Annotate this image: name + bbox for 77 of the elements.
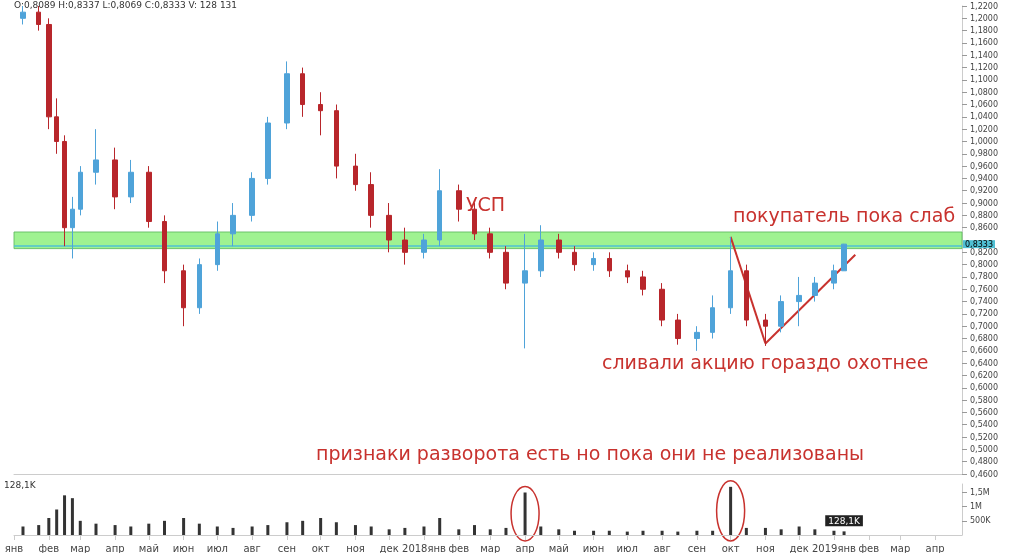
annotation: покупатель пока слаб xyxy=(733,203,956,226)
y-tick-label: 1,2000 xyxy=(970,13,998,23)
y-tick-label: 0,8000 xyxy=(970,260,998,270)
y-tick-label: 1,1800 xyxy=(970,26,998,36)
y-tick-label: 0,4800 xyxy=(970,457,998,467)
y-tick-label: 0,5800 xyxy=(970,395,998,405)
x-tick-label: фев xyxy=(858,542,880,553)
y-tick-label: 1,0800 xyxy=(970,87,998,97)
annotation: признаки разворота есть но пока они не реализованы xyxy=(316,441,865,464)
y-tick-label: 0,7400 xyxy=(970,297,998,307)
y-tick-label: 1,5M xyxy=(970,488,990,497)
y-tick-label: 1,1400 xyxy=(970,50,998,60)
y-tick-label: 0,6400 xyxy=(970,358,998,368)
x-tick-label: 2019янв xyxy=(812,542,856,553)
x-tick-label: дек xyxy=(379,542,399,553)
x-tick-label: дек xyxy=(789,542,809,553)
y-tick-label: 1,1600 xyxy=(970,38,998,48)
y-tick-label: 1,1200 xyxy=(970,63,998,73)
y-tick-label: 1,2200 xyxy=(970,1,998,11)
y-tick-label: 1M xyxy=(970,502,983,512)
x-tick-label: ноя xyxy=(756,542,775,553)
x-tick-label: окт xyxy=(311,542,330,553)
y-tick-label: 500K xyxy=(970,516,992,526)
x-tick-label: мар xyxy=(890,542,911,553)
annotation: O:0,8089 H:0,8337 L:0,8069 C:0,8333 V: 128 131 xyxy=(14,0,238,10)
x-tick-label: апр xyxy=(925,542,945,553)
annotation: УСП xyxy=(466,192,506,215)
x-tick-label: авг xyxy=(653,542,671,553)
y-tick-label: 0,7800 xyxy=(970,272,998,282)
y-tick-label: 0,9600 xyxy=(970,161,998,171)
y-tick-label: 1,0400 xyxy=(970,112,998,122)
x-tick-label: июн xyxy=(172,542,195,553)
annotation: 128,1K xyxy=(4,479,37,490)
y-tick-label: 0,6800 xyxy=(970,334,998,344)
y-tick-label: 0,7000 xyxy=(970,321,998,331)
y-tick-label: 0,4600 xyxy=(970,469,998,479)
y-tick-label: 0,9800 xyxy=(970,149,998,159)
y-tick-label: 0,8200 xyxy=(970,247,998,257)
x-tick-label: июл xyxy=(616,542,638,553)
x-tick-label: май xyxy=(138,542,159,553)
y-tick-label: 0,6000 xyxy=(970,383,998,393)
y-tick-label: 0,9400 xyxy=(970,173,998,183)
x-tick-label: мар xyxy=(70,542,91,553)
y-tick-label: 0,5200 xyxy=(970,432,998,442)
y-tick-label: 0,5000 xyxy=(970,444,998,454)
y-tick-label: 0,7600 xyxy=(970,284,998,294)
annotation: сливали акцию гораздо охотнее xyxy=(602,350,929,373)
x-tick-label: июн xyxy=(582,542,605,553)
y-tick-label: 1,1000 xyxy=(970,75,998,85)
x-tick-label: июл xyxy=(206,542,228,553)
y-tick-label: 0,9200 xyxy=(970,186,998,196)
y-tick-label: 0,8600 xyxy=(970,223,998,233)
x-tick-label: окт xyxy=(721,542,740,553)
x-tick-label: фев xyxy=(448,542,470,553)
y-tick-label: 0,6200 xyxy=(970,370,998,380)
y-tick-label: 1,0000 xyxy=(970,136,998,146)
x-tick-label: янв xyxy=(4,542,24,553)
x-tick-label: сен xyxy=(687,542,707,553)
x-tick-label: май xyxy=(548,542,569,553)
ref-line-label: 0,8333 xyxy=(965,239,993,249)
y-tick-label: 0,5600 xyxy=(970,407,998,417)
y-tick-label: 1,0600 xyxy=(970,100,998,110)
data-label: 128,1K xyxy=(828,515,861,526)
x-tick-label: апр xyxy=(105,542,125,553)
y-tick-label: 0,8800 xyxy=(970,210,998,220)
y-tick-label: 0,9000 xyxy=(970,198,998,208)
x-tick-label: 2018янв xyxy=(402,542,447,553)
x-tick-label: ноя xyxy=(346,542,365,553)
x-tick-label: апр xyxy=(515,542,535,553)
y-tick-label: 0,5400 xyxy=(970,420,998,430)
y-tick-label: 0,7200 xyxy=(970,309,998,319)
x-tick-label: сен xyxy=(277,542,297,553)
y-tick-label: 1,0200 xyxy=(970,124,998,134)
x-tick-label: мар xyxy=(480,542,501,553)
x-tick-label: фев xyxy=(38,542,60,553)
x-tick-label: авг xyxy=(243,542,261,553)
y-tick-label: 0,6600 xyxy=(970,346,998,356)
